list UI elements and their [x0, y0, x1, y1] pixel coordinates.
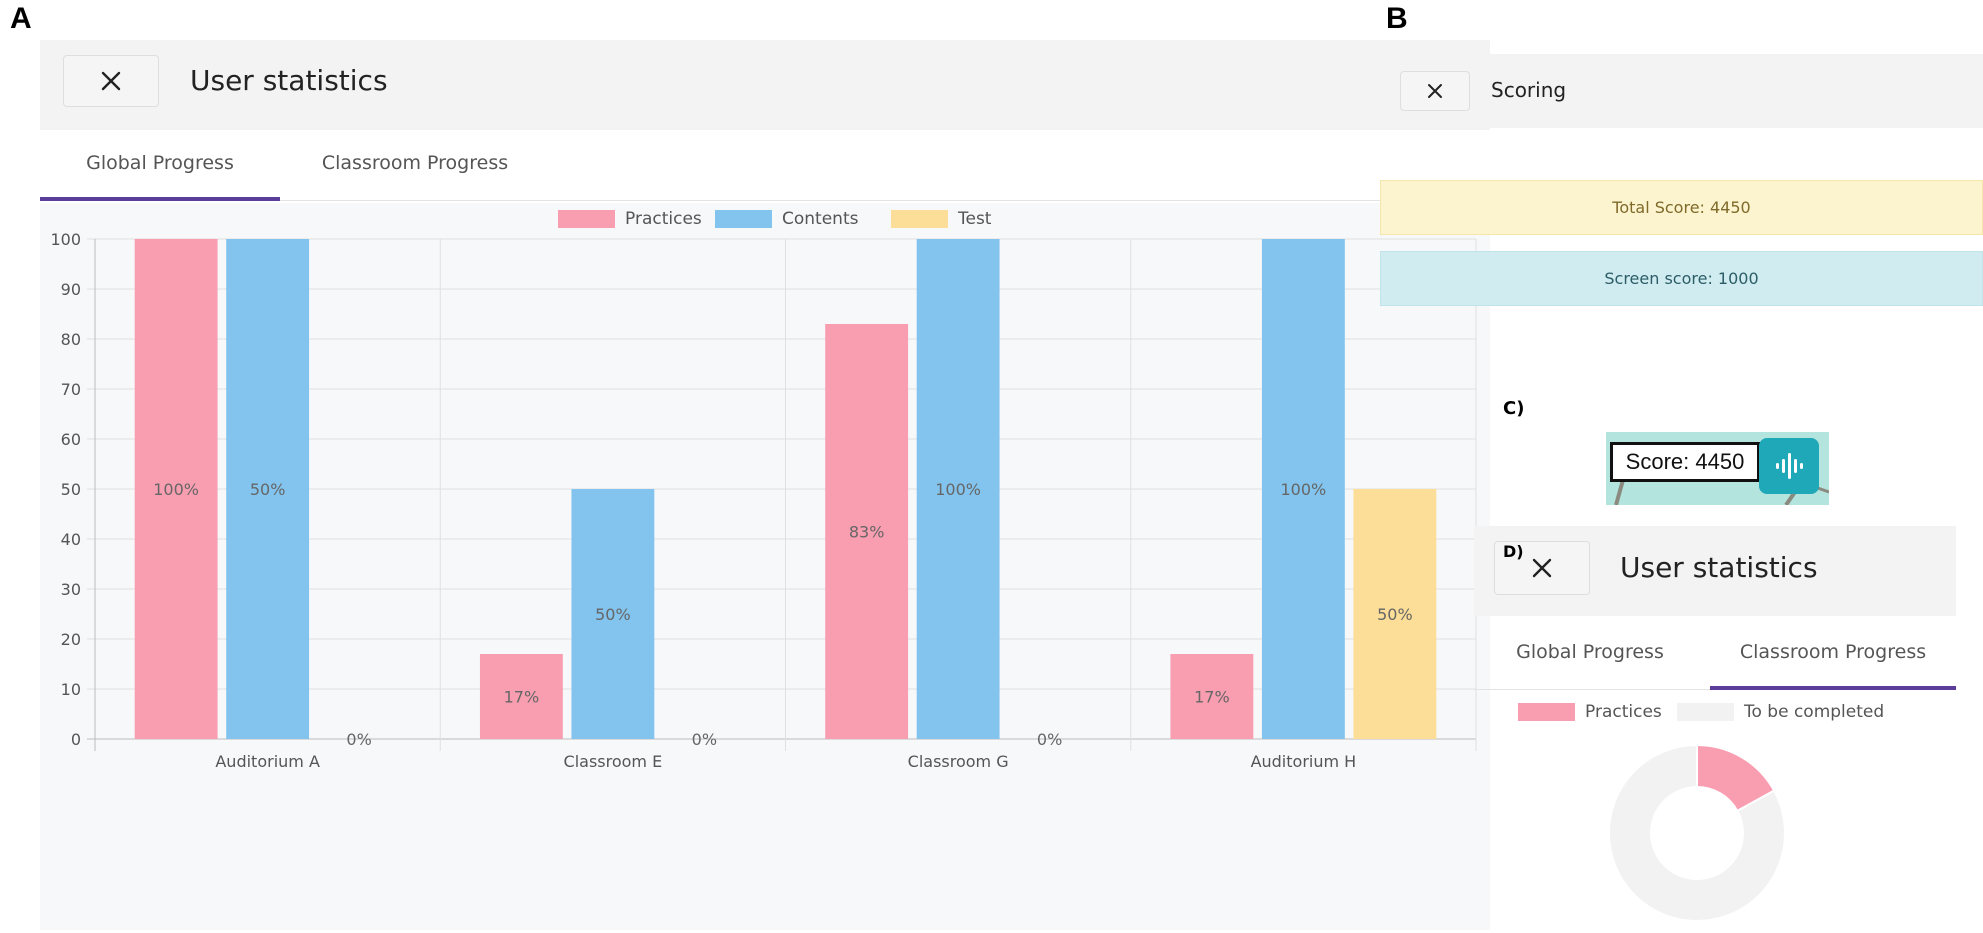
panel-d-close-button[interactable] — [1494, 541, 1590, 595]
legend-swatch-to-be-completed — [1677, 703, 1734, 721]
bar-data-label: 83% — [849, 523, 885, 542]
legend-swatch-practices — [558, 210, 615, 228]
y-tick-label: 70 — [61, 380, 81, 399]
screen-score-bar: Screen score: 1000 — [1380, 251, 1983, 306]
bar-data-label: 100% — [153, 480, 199, 499]
bar-contents — [226, 239, 310, 739]
bar-data-label: 17% — [1194, 688, 1230, 707]
total-score-bar: Total Score: 4450 — [1380, 180, 1983, 235]
x-tick-label: Classroom E — [564, 752, 663, 771]
bar-data-label: 50% — [595, 605, 631, 624]
panel-d-active-tab-indicator — [1710, 686, 1956, 690]
audio-wave-icon — [1776, 453, 1803, 479]
score-widget: Score: 4450 — [1606, 432, 1829, 505]
audio-button[interactable] — [1759, 438, 1819, 494]
panel-label-b: B — [1386, 2, 1408, 35]
score-display: Score: 4450 — [1610, 442, 1760, 482]
page-title: User statistics — [190, 64, 388, 97]
legend-label-test: Test — [958, 209, 992, 229]
x-tick-label: Auditorium A — [215, 752, 320, 771]
bar-data-label: 100% — [1281, 480, 1327, 499]
legend-swatch-practices — [1518, 703, 1575, 721]
bar-chart-area: Practices Contents Test 0 10 20 30 40 50 60 70 8… — [40, 203, 1490, 930]
tab-global-progress[interactable]: Global Progress — [86, 152, 234, 174]
bar-contents — [571, 489, 655, 739]
close-button[interactable] — [63, 55, 159, 107]
legend-label-practices: Practices — [625, 209, 702, 229]
panel-d-legend-to-be-completed[interactable]: To be completed — [1677, 702, 1884, 722]
bar-data-label: 0% — [692, 730, 717, 749]
close-icon — [1428, 84, 1442, 98]
bar-practices — [479, 654, 563, 739]
donut-slice-to-be-completed[interactable] — [1608, 743, 1786, 922]
bar-practices — [825, 324, 909, 739]
y-tick-label: 10 — [61, 680, 81, 699]
bar-data-label: 100% — [935, 480, 981, 499]
tab-classroom-progress[interactable]: Classroom Progress — [321, 152, 509, 174]
y-tick-label: 40 — [61, 530, 81, 549]
y-tick-label: 50 — [61, 480, 81, 499]
panel-header: User statistics — [40, 40, 1490, 130]
x-tick-label: Classroom G — [908, 752, 1009, 771]
tab-bar-divider — [40, 200, 1490, 201]
bar-data-label: 50% — [1377, 605, 1413, 624]
y-tick-label: 80 — [61, 330, 81, 349]
y-tick-label: 20 — [61, 630, 81, 649]
close-icon — [1532, 558, 1552, 578]
bar-data-label: 0% — [346, 730, 371, 749]
legend-swatch-test — [891, 210, 948, 228]
scoring-close-button[interactable] — [1400, 71, 1470, 111]
y-tick-label: 60 — [61, 430, 81, 449]
user-statistics-panel: User statistics Global Progress Classroo… — [40, 40, 1490, 930]
legend-label-practices: Practices — [1585, 702, 1662, 722]
y-tick-label: 100 — [50, 230, 81, 249]
bar-data-label: 0% — [1037, 730, 1062, 749]
panel-d-header: User statistics — [1474, 526, 1956, 616]
scoring-header: Scoring — [1380, 54, 1983, 128]
panel-d-tab-classroom-progress[interactable]: Classroom Progress — [1739, 641, 1927, 663]
panel-d-tab-global-progress[interactable]: Global Progress — [1516, 641, 1664, 663]
bar-practices — [1170, 654, 1254, 739]
panel-d-title: User statistics — [1620, 551, 1818, 584]
y-tick-label: 0 — [71, 730, 81, 749]
panel-label-c: C) — [1503, 398, 1525, 419]
bar-practices — [134, 239, 218, 739]
bar-test — [1353, 489, 1437, 739]
y-tick-label: 30 — [61, 580, 81, 599]
panel-label-d: D) — [1503, 542, 1524, 561]
legend-item-test[interactable]: Test — [891, 209, 991, 229]
scoring-title: Scoring — [1491, 78, 1567, 102]
panel-d-legend-practices[interactable]: Practices — [1518, 702, 1662, 722]
panel-label-a: A — [10, 2, 32, 35]
legend-label-contents: Contents — [782, 209, 859, 229]
bar-chart: 0 10 20 30 40 50 60 70 80 90 100 Auditorium A Classr… — [50, 230, 1477, 771]
legend-label-to-be-completed: To be completed — [1744, 702, 1885, 722]
bar-contents — [916, 239, 1000, 739]
active-tab-indicator — [40, 197, 280, 201]
y-tick-label: 90 — [61, 280, 81, 299]
donut-chart — [1608, 743, 1786, 922]
bar-data-label: 50% — [250, 480, 286, 499]
x-tick-label: Auditorium H — [1251, 752, 1357, 771]
legend-swatch-contents — [715, 210, 772, 228]
legend-item-practices[interactable]: Practices — [558, 209, 702, 229]
close-icon — [101, 71, 121, 91]
legend-item-contents[interactable]: Contents — [715, 209, 858, 229]
bar-contents — [1261, 239, 1345, 739]
bar-data-label: 17% — [504, 688, 540, 707]
